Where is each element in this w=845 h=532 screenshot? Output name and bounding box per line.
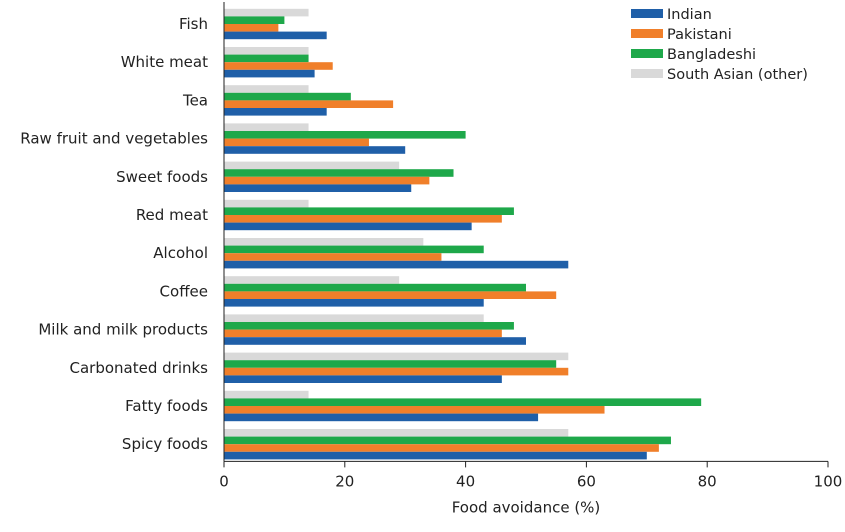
- category-label: Sweet foods: [116, 168, 208, 186]
- category-labels: Fish White meat Tea Raw fruit and vegetable…: [20, 15, 208, 453]
- x-tick-label: 60: [577, 472, 596, 490]
- bar-bangladeshi-raw-fruit-and-vegetables: [224, 131, 466, 139]
- legend-swatch: [631, 9, 663, 18]
- x-tick-label: 20: [335, 472, 354, 490]
- category-label: Red meat: [136, 206, 208, 224]
- bar-pakistani-spicy-foods: [224, 444, 659, 452]
- bar-bangladeshi-fatty-foods: [224, 398, 702, 406]
- bar-indian-fatty-foods: [224, 413, 539, 422]
- legend-label: South Asian (other): [667, 67, 808, 83]
- category-label: White meat: [121, 53, 208, 71]
- bar-pakistani-coffee: [224, 291, 557, 299]
- bar-south-asian-other-fatty-foods: [224, 390, 309, 399]
- legend-label: Bangladeshi: [667, 47, 756, 63]
- bar-bangladeshi-fish: [224, 16, 285, 24]
- bar-indian-milk-and-milk-products: [224, 337, 526, 345]
- x-axis-title: Food avoidance (%): [452, 498, 601, 516]
- bar-south-asian-other-fish: [224, 8, 309, 17]
- bar-bangladeshi-red-meat: [224, 207, 514, 215]
- bar-south-asian-other-raw-fruit-and-vegetables: [224, 123, 309, 131]
- bar-indian-sweet-foods: [224, 184, 412, 192]
- bar-pakistani-alcohol: [224, 253, 442, 261]
- bars-group: [224, 8, 702, 460]
- legend: Indian Pakistani Bangladeshi South Asian (o…: [631, 7, 808, 83]
- bar-south-asian-other-alcohol: [224, 238, 424, 246]
- bar-indian-coffee: [224, 299, 484, 307]
- bar-bangladeshi-milk-and-milk-products: [224, 322, 514, 330]
- x-axis-ticks: 0 20 40 60 80 100: [219, 461, 842, 490]
- bar-pakistani-fatty-foods: [224, 406, 605, 414]
- bar-indian-tea: [224, 108, 327, 116]
- category-label: Carbonated drinks: [70, 359, 209, 377]
- x-tick-label: 80: [698, 472, 717, 490]
- bar-bangladeshi-white-meat: [224, 54, 309, 63]
- legend-label: Indian: [667, 7, 712, 23]
- bar-south-asian-other-sweet-foods: [224, 161, 400, 170]
- legend-swatch: [631, 49, 663, 58]
- bar-pakistani-carbonated-drinks: [224, 367, 569, 376]
- bar-south-asian-other-white-meat: [224, 47, 309, 55]
- category-label: Milk and milk products: [38, 321, 208, 339]
- bar-bangladeshi-coffee: [224, 283, 526, 292]
- bar-south-asian-other-tea: [224, 85, 309, 93]
- legend-label: Pakistani: [667, 27, 732, 43]
- bar-indian-fish: [224, 31, 327, 40]
- bar-pakistani-raw-fruit-and-vegetables: [224, 138, 369, 147]
- bar-indian-raw-fruit-and-vegetables: [224, 146, 406, 154]
- bar-pakistani-white-meat: [224, 62, 333, 70]
- legend-swatch: [631, 29, 663, 38]
- bar-pakistani-fish: [224, 24, 279, 32]
- category-label: Spicy foods: [122, 435, 208, 453]
- bar-pakistani-milk-and-milk-products: [224, 329, 502, 338]
- bar-indian-alcohol: [224, 260, 569, 269]
- bar-pakistani-sweet-foods: [224, 176, 430, 185]
- bar-indian-spicy-foods: [224, 451, 647, 460]
- bar-bangladeshi-spicy-foods: [224, 436, 671, 445]
- x-tick-label: 40: [456, 472, 475, 490]
- category-label: Fatty foods: [125, 397, 208, 415]
- bar-indian-carbonated-drinks: [224, 375, 502, 383]
- bar-south-asian-other-spicy-foods: [224, 429, 569, 437]
- bar-bangladeshi-sweet-foods: [224, 169, 454, 177]
- bar-south-asian-other-red-meat: [224, 199, 309, 208]
- bar-bangladeshi-tea: [224, 92, 351, 101]
- bar-south-asian-other-milk-and-milk-products: [224, 314, 484, 322]
- category-label: Tea: [182, 91, 208, 109]
- bar-pakistani-red-meat: [224, 215, 502, 223]
- category-label: Fish: [179, 15, 208, 33]
- category-label: Coffee: [160, 282, 208, 300]
- bar-bangladeshi-carbonated-drinks: [224, 360, 557, 368]
- x-tick-label: 100: [814, 472, 843, 490]
- bar-indian-red-meat: [224, 222, 472, 231]
- bar-south-asian-other-carbonated-drinks: [224, 352, 569, 361]
- category-label: Raw fruit and vegetables: [20, 130, 208, 148]
- x-tick-label: 0: [219, 472, 229, 490]
- category-label: Alcohol: [153, 244, 208, 262]
- legend-swatch: [631, 69, 663, 78]
- bar-indian-white-meat: [224, 69, 315, 78]
- bar-bangladeshi-alcohol: [224, 245, 484, 254]
- bar-pakistani-tea: [224, 100, 394, 108]
- bar-south-asian-other-coffee: [224, 276, 400, 284]
